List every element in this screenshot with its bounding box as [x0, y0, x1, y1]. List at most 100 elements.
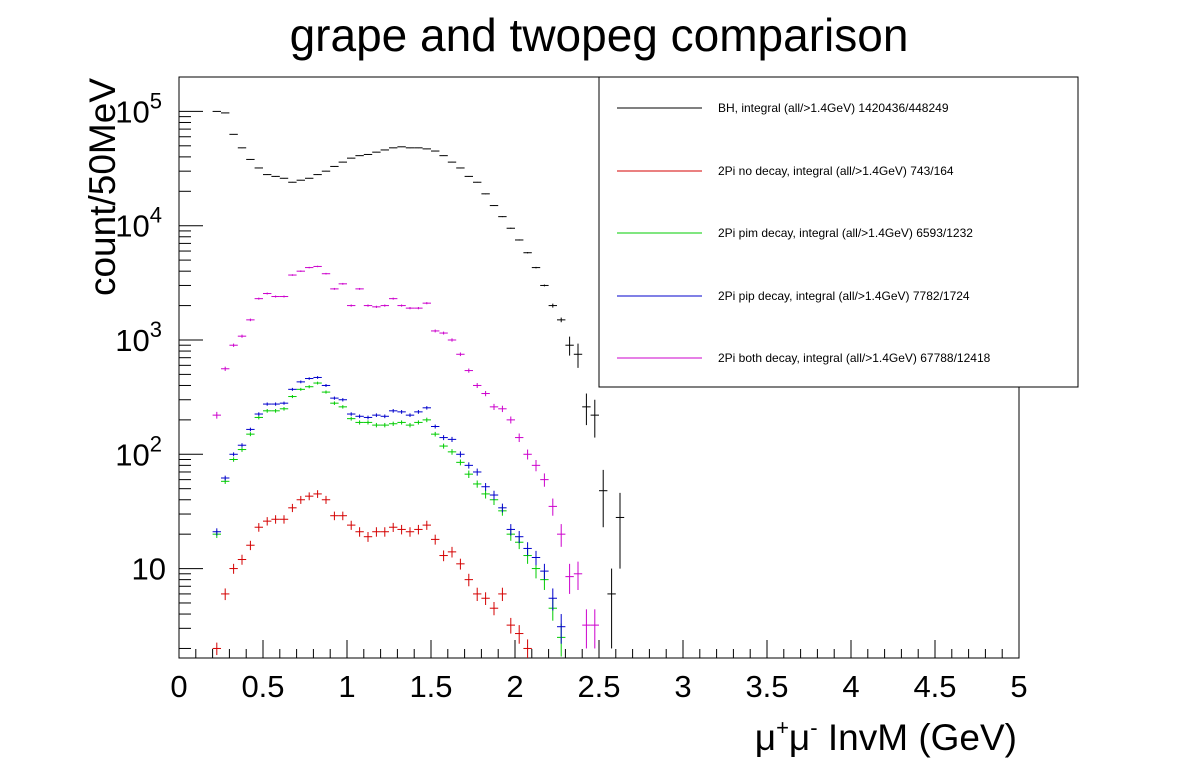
data-point: [229, 452, 237, 456]
data-point: [339, 512, 347, 521]
data-point: [481, 483, 489, 491]
data-point: [456, 168, 464, 169]
data-point: [229, 564, 237, 574]
data-point: [280, 296, 288, 298]
data-point: [490, 602, 498, 615]
data-point: [246, 159, 254, 160]
data-point: [523, 639, 531, 658]
data-point: [246, 432, 254, 436]
data-point: [414, 525, 422, 535]
data-point: [213, 643, 221, 655]
data-point: [347, 158, 355, 159]
legend-label: 2Pi pip decay, integral (all/>1.4GeV) 77…: [718, 289, 970, 303]
data-point: [465, 462, 473, 468]
data-point: [406, 307, 414, 309]
data-point: [439, 332, 447, 335]
data-point: [423, 418, 431, 422]
data-point: [473, 469, 481, 476]
data-point: [532, 460, 540, 471]
data-point: [599, 470, 607, 527]
data-point: [372, 527, 380, 536]
data-point: [322, 391, 330, 394]
data-point: [465, 574, 473, 586]
data-point: [574, 562, 582, 590]
data-point: [532, 551, 540, 565]
data-point: [313, 382, 321, 385]
data-point: [582, 394, 590, 426]
data-point: [523, 252, 531, 253]
data-point: [389, 409, 397, 413]
data-point: [221, 367, 229, 371]
data-point: [423, 521, 431, 530]
data-point: [297, 180, 305, 181]
data-point: [313, 266, 321, 267]
data-point: [565, 564, 573, 594]
data-point: [339, 405, 347, 408]
data-point: [355, 527, 363, 536]
data-point: [372, 306, 380, 308]
x-tick-label: 1: [338, 669, 355, 704]
data-point: [473, 383, 481, 388]
data-point: [355, 288, 363, 290]
data-point: [330, 288, 338, 290]
data-point: [473, 588, 481, 601]
data-point: [263, 409, 271, 413]
data-point: [330, 397, 338, 400]
series-group: [213, 266, 599, 649]
data-point: [515, 625, 523, 644]
data-point: [574, 344, 582, 368]
data-point: [456, 451, 464, 457]
data-point: [339, 283, 347, 285]
data-point: [549, 499, 557, 516]
data-point: [355, 420, 363, 424]
data-point: [414, 307, 422, 309]
data-point: [313, 490, 321, 498]
data-point: [381, 304, 389, 306]
data-point: [406, 527, 414, 536]
x-tick-label: 0.5: [241, 669, 284, 704]
data-point: [582, 609, 590, 648]
data-point: [347, 304, 355, 306]
x-tick-label: 4.5: [913, 669, 956, 704]
data-point: [322, 384, 330, 387]
data-point: [271, 515, 279, 523]
data-point: [465, 176, 473, 177]
data-point: [465, 471, 473, 478]
data-point: [607, 569, 615, 649]
data-point: [448, 338, 456, 341]
data-point: [523, 450, 531, 460]
data-point: [389, 298, 397, 300]
data-point: [540, 473, 548, 486]
data-point: [557, 318, 565, 323]
data-point: [305, 377, 313, 380]
data-point: [255, 412, 263, 416]
data-point: [364, 416, 372, 420]
data-point: [448, 547, 456, 558]
data-point: [263, 293, 271, 295]
data-point: [498, 588, 506, 601]
data-point: [540, 564, 548, 580]
data-point: [456, 460, 464, 466]
data-point: [246, 428, 254, 432]
data-point: [238, 447, 246, 452]
data-point: [448, 437, 456, 442]
data-point: [557, 524, 565, 547]
data-point: [523, 542, 531, 555]
data-point: [397, 304, 405, 306]
data-point: [288, 388, 296, 391]
data-point: [549, 304, 557, 308]
y-tick-label: 10: [132, 552, 166, 587]
data-point: [271, 409, 279, 413]
legend-label: 2Pi no decay, integral (all/>1.4GeV) 743…: [718, 164, 954, 178]
data-point: [263, 402, 271, 405]
data-point: [431, 535, 439, 545]
data-point: [297, 270, 305, 272]
data-point: [591, 400, 599, 438]
data-point: [498, 406, 506, 412]
data-point: [347, 521, 355, 530]
data-point: [246, 541, 254, 550]
series-group: [213, 376, 566, 644]
y-axis-label: count/50MeV: [82, 78, 123, 296]
data-point: [381, 527, 389, 536]
